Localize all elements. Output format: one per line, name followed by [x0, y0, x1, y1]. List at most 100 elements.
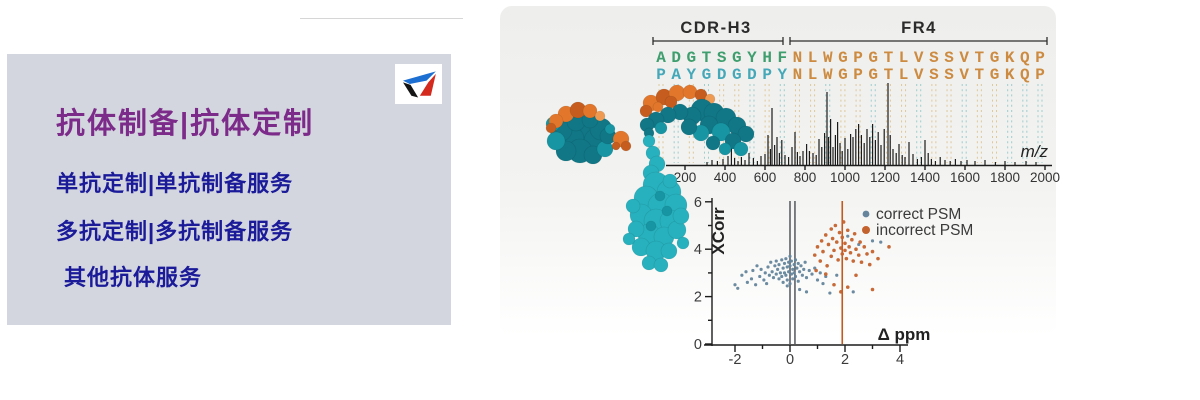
legend: correct PSM incorrect PSM — [862, 206, 973, 239]
scatter-y-tick-label: 2 — [694, 290, 702, 306]
scatter-point — [788, 264, 792, 268]
scatter-point — [832, 248, 836, 253]
scatter-point — [812, 253, 817, 257]
scatter-point — [819, 239, 824, 243]
scatter-point — [782, 271, 787, 275]
scatter-x-tick-label: 0 — [786, 352, 794, 368]
scatter-point — [788, 281, 792, 286]
scatter-point — [826, 242, 831, 247]
scatter-point — [825, 263, 829, 268]
scatter-point — [744, 270, 748, 274]
scatter-point — [807, 268, 811, 273]
scatter-point — [862, 245, 867, 249]
scatter-point — [802, 267, 806, 271]
sequence-letter: L — [899, 66, 909, 84]
scatter-point — [810, 272, 814, 276]
scatter-point — [843, 248, 847, 253]
scatter-point — [829, 254, 834, 259]
top-divider-line — [300, 18, 463, 19]
sequence-letter: D — [747, 66, 757, 84]
y-axis-label: XCorr — [709, 207, 728, 255]
sequence-letter: Y — [747, 49, 757, 67]
legend-dot-correct — [862, 210, 870, 218]
peptide-sequence-alignment: A D G T S G Y H F N L W G P G T L V S S V T G K Q PP A Y G D G D P Y N L W G P… — [656, 49, 1045, 84]
sequence-letter: T — [975, 66, 985, 84]
scatter-point — [740, 273, 744, 277]
sequence-letter: V — [914, 49, 924, 67]
scatter-x-tick-label: 4 — [896, 352, 904, 368]
menu-panel: 抗体制备|抗体定制 单抗定制|单抗制备服务 多抗定制|多抗制备服务 其他抗体服务 — [7, 54, 451, 325]
scatter-point — [837, 230, 842, 235]
scatter-point — [796, 279, 800, 283]
scatter-point — [778, 271, 782, 275]
scatter-point — [870, 287, 875, 292]
scatter-point — [774, 259, 778, 263]
sequence-letter: T — [884, 49, 894, 67]
scatter-point — [777, 277, 781, 281]
scatter-point — [841, 220, 846, 224]
scatter-point — [795, 266, 799, 270]
scatter-point — [865, 252, 869, 256]
scatter-point — [767, 273, 771, 277]
scatter-point — [780, 274, 784, 279]
scatter-point — [792, 271, 796, 275]
scatter-point — [749, 277, 754, 281]
scatter-point — [859, 260, 864, 265]
spectrum-tick-label: 800 — [794, 170, 817, 185]
scatter-point — [800, 273, 804, 277]
scatter-point — [755, 264, 759, 268]
scatter-point — [867, 262, 872, 267]
scatter-point — [762, 278, 766, 282]
sequence-letter: P — [853, 66, 863, 84]
sequence-letter: F — [777, 49, 787, 67]
sequence-letter: P — [1035, 66, 1045, 84]
brand-logo[interactable] — [395, 64, 442, 104]
scatter-point — [785, 278, 789, 282]
sequence-letter: T — [884, 66, 894, 84]
scatter-point — [789, 272, 793, 276]
scatter-point — [736, 286, 740, 290]
panel-title: 抗体制备|抗体定制 — [56, 108, 315, 140]
sequence-letter: P — [853, 49, 863, 67]
spectrum-tick-label: 2000 — [1030, 170, 1060, 185]
scatter-point — [828, 291, 832, 295]
scatter-y-tick-label: 0 — [694, 337, 702, 353]
scatter-y-tick-label: 6 — [694, 195, 702, 211]
logo-red-stroke — [419, 73, 436, 96]
scatter-point — [791, 267, 795, 271]
scatter-point — [840, 235, 845, 240]
spectrum-tick-label: 200 — [674, 170, 697, 185]
scatter-point — [751, 268, 755, 273]
scatter-x-tick-label: 2 — [841, 352, 849, 368]
menu-item-other-services[interactable]: 其他抗体服务 — [64, 265, 203, 290]
sequence-letter: V — [914, 66, 924, 84]
menu-item-polyclonal[interactable]: 多抗定制|多抗制备服务 — [56, 219, 294, 244]
spectrum-tick-label: 1400 — [910, 170, 940, 185]
scatter-point — [845, 228, 850, 233]
scatter-point — [830, 236, 835, 241]
sequence-letter: G — [687, 49, 697, 67]
menu-item-monoclonal[interactable]: 单抗定制|单抗制备服务 — [56, 171, 294, 196]
sequence-letter: N — [793, 49, 803, 67]
sequence-letter: L — [899, 49, 909, 67]
sequence-letter: K — [1005, 66, 1015, 84]
x-axis-label: Δ ppm — [878, 325, 931, 344]
spectrum-tick-label: 400 — [714, 170, 737, 185]
scatter-point — [784, 273, 788, 277]
scatter-point — [850, 237, 854, 242]
scatter-point — [771, 276, 776, 280]
scatter-point — [793, 258, 798, 262]
scatter-axis-ticks: -2 0 2 4 0 2 4 6 — [694, 195, 904, 368]
sequence-letter: P — [656, 66, 666, 84]
scatter-point — [856, 253, 861, 257]
sequence-letter: P — [762, 66, 772, 84]
mass-spectrum: 200 400 600 800 1000 1200 1400 1600 1800 2000 m/z — [666, 83, 1060, 185]
sequence-letter: P — [1035, 49, 1045, 67]
scatter-point — [769, 260, 773, 264]
sequence-letter: Y — [777, 66, 787, 84]
sequence-letter: W — [823, 49, 833, 67]
sequence-letter: H — [762, 49, 772, 67]
legend-label-correct: correct PSM — [876, 206, 961, 223]
